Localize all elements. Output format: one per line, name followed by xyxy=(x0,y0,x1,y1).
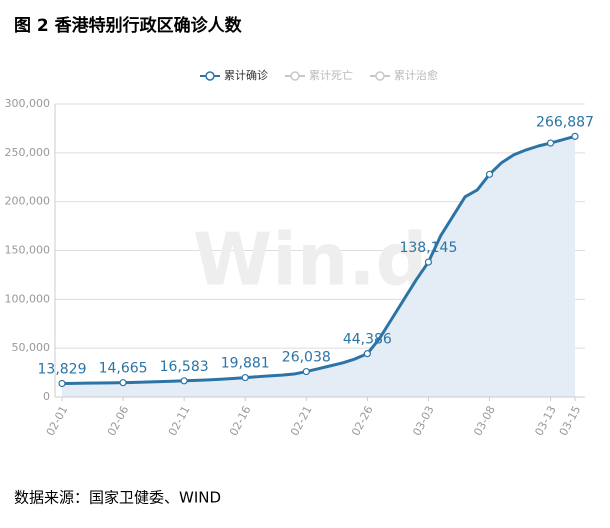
x-tick-label: 02-11 xyxy=(166,404,192,438)
data-label: 138,145 xyxy=(399,240,457,256)
data-label: 266,887 xyxy=(536,114,594,130)
x-tick-label: 02-21 xyxy=(288,404,314,438)
x-tick-label: 02-16 xyxy=(227,404,253,438)
point xyxy=(424,258,433,266)
point xyxy=(571,132,579,140)
x-tick-label: 03-03 xyxy=(410,404,436,438)
area xyxy=(62,136,575,397)
legend-label: 累计确诊 xyxy=(224,68,268,82)
point xyxy=(485,170,494,178)
x-tick-label: 02-01 xyxy=(44,404,70,438)
point xyxy=(58,379,66,388)
data-label: 26,038 xyxy=(282,350,331,366)
x-tick-label: 03-15 xyxy=(557,404,583,438)
y-tick-label: 150,000 xyxy=(5,244,51,257)
x-tick-label: 02-26 xyxy=(349,404,375,438)
y-tick-label: 300,000 xyxy=(5,97,51,110)
chart-title: 图 2 香港特别行政区确诊人数 xyxy=(14,15,243,36)
y-tick-label: 250,000 xyxy=(5,146,51,159)
x-tick-label: 02-06 xyxy=(105,404,131,438)
point xyxy=(241,373,249,382)
x-tick-label: 03-13 xyxy=(532,404,558,438)
y-tick-label: 100,000 xyxy=(5,292,51,305)
legend-label: 累计死亡 xyxy=(309,68,353,82)
point xyxy=(302,367,310,376)
point xyxy=(363,350,371,358)
legend-marker xyxy=(205,71,215,81)
data-label: 16,583 xyxy=(160,359,209,375)
y-tick-label: 0 xyxy=(43,390,50,403)
x-tick-label: 03-08 xyxy=(471,404,497,438)
watermark: Win.d xyxy=(193,218,427,302)
point xyxy=(180,377,188,385)
legend-label: 累计治愈 xyxy=(394,68,438,82)
y-tick-label: 50,000 xyxy=(12,341,51,354)
point xyxy=(546,139,555,147)
data-label: 44,386 xyxy=(343,332,392,348)
source-note: 数据来源：国家卫健委、WIND xyxy=(14,489,221,507)
y-tick-label: 200,000 xyxy=(5,195,51,208)
data-label: 14,665 xyxy=(99,361,148,377)
legend-marker xyxy=(290,71,300,81)
legend-marker xyxy=(375,71,385,81)
data-label: 13,829 xyxy=(38,361,87,377)
data-label: 19,881 xyxy=(221,356,270,372)
point xyxy=(119,379,127,387)
